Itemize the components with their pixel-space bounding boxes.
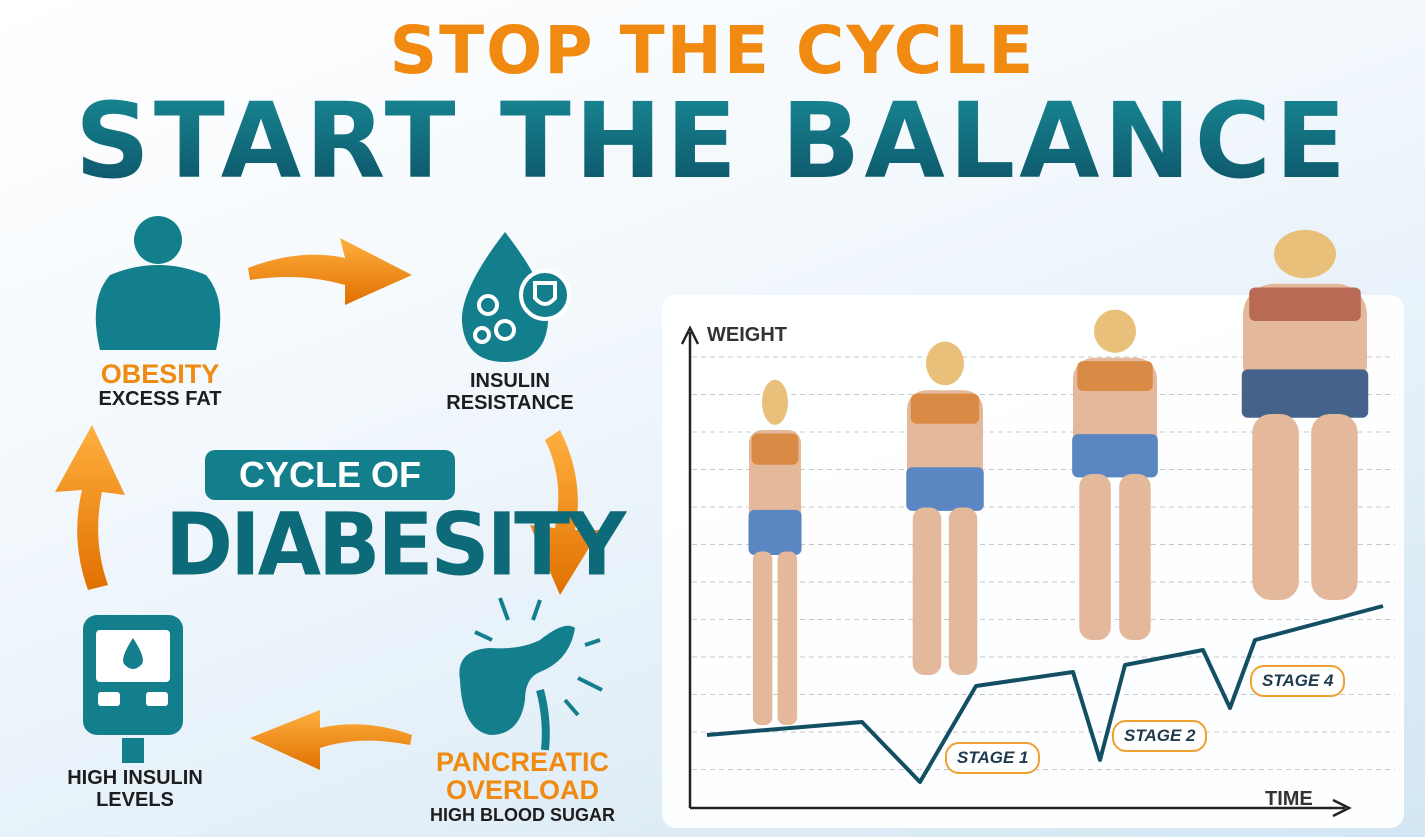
node-title: HIGH INSULIN <box>67 767 203 789</box>
pancreas-icon <box>459 597 603 751</box>
node-high-insulin: HIGH INSULIN LEVELS <box>30 767 240 811</box>
stage-1-badge: STAGE 1 <box>945 742 1041 774</box>
node-pancreatic-overload: PANCREATIC OVERLOAD HIGH BLOOD SUGAR <box>400 748 645 826</box>
node-subtitle: EXCESS FAT <box>98 388 222 410</box>
person-figure <box>906 341 984 675</box>
x-axis-label: TIME <box>1265 788 1313 810</box>
glucose-meter-icon <box>83 615 183 763</box>
stage-4-badge: STAGE 4 <box>1250 665 1346 697</box>
node-title: INSULIN <box>470 370 550 392</box>
weight-trend-line <box>706 604 1384 784</box>
node-subtitle: LEVELS <box>96 789 174 811</box>
node-subtitle: RESISTANCE <box>446 392 574 414</box>
cycle-title-badge: CYCLE OF <box>205 450 455 500</box>
cycle-arrow-icon <box>55 238 600 770</box>
node-insulin-resistance: INSULIN RESISTANCE <box>410 370 610 414</box>
node-title: PANCREATIC <box>436 747 609 777</box>
node-title-2: OVERLOAD <box>445 775 599 805</box>
node-title: OBESITY <box>100 359 220 389</box>
node-subtitle: HIGH BLOOD SUGAR <box>429 805 615 825</box>
person-figure <box>1241 229 1369 600</box>
obese-person-icon <box>95 216 221 350</box>
headline-stop-the-cycle: STOP THE CYCLE <box>389 12 1036 89</box>
blood-drop-cells-icon <box>461 232 571 362</box>
x-axis <box>690 798 1352 818</box>
person-figure <box>1072 309 1158 640</box>
y-axis <box>680 325 700 808</box>
node-obesity: OBESITY EXCESS FAT <box>60 360 260 410</box>
y-axis-label: WEIGHT <box>707 324 787 346</box>
headline-start-the-balance: START THE BALANCE <box>0 80 1425 202</box>
person-figure <box>748 379 802 725</box>
stage-2-badge: STAGE 2 <box>1112 720 1208 752</box>
